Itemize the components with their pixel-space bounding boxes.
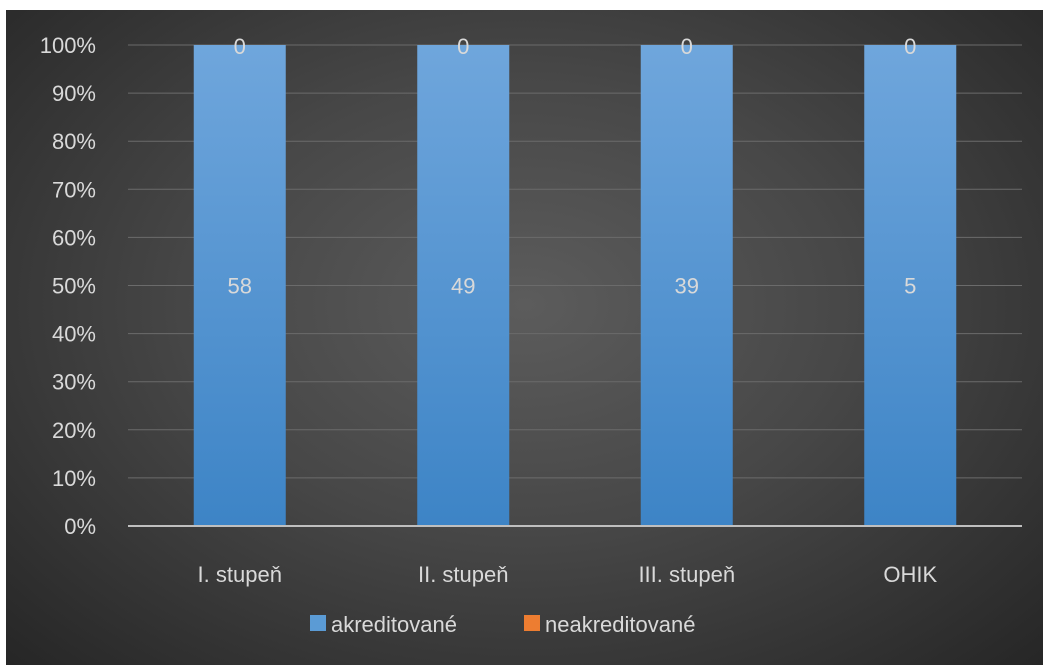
y-tick-label: 50% [52, 274, 96, 299]
bar-akreditovane [864, 45, 957, 526]
y-tick-label: 40% [52, 322, 96, 347]
x-axis-categories: I. stupeň II. stupeň III. stupeň OHIK [198, 562, 938, 587]
y-tick-label: 0% [64, 514, 96, 539]
bar-akreditovane [640, 45, 733, 526]
chart-svg: 0% 10% 20% 30% 40% 50% 60% 70% 80% 90% 100% I. stu… [40, 33, 1022, 637]
y-axis-ticks: 0% 10% 20% 30% 40% 50% 60% 70% 80% 90% 100% [40, 33, 96, 539]
data-label: 5 [904, 274, 916, 299]
y-tick-label: 100% [40, 33, 96, 58]
data-labels: 58 0 49 0 39 0 5 0 [228, 34, 917, 299]
bar-akreditovane [193, 45, 286, 526]
x-tick-label: OHIK [883, 562, 937, 587]
data-label: 49 [451, 274, 475, 299]
data-label: 58 [228, 274, 252, 299]
legend-swatch [310, 615, 326, 631]
legend-label: neakreditované [545, 612, 695, 637]
x-tick-label: III. stupeň [638, 562, 735, 587]
y-tick-label: 70% [52, 177, 96, 202]
bars-group [193, 45, 957, 526]
y-tick-label: 10% [52, 466, 96, 491]
chart-area: 0% 10% 20% 30% 40% 50% 60% 70% 80% 90% 100% I. stu… [6, 10, 1043, 665]
data-label: 0 [234, 34, 246, 59]
legend-swatch [524, 615, 540, 631]
y-tick-label: 30% [52, 370, 96, 395]
legend: akreditované neakreditované [310, 612, 695, 637]
y-tick-label: 90% [52, 81, 96, 106]
y-tick-label: 20% [52, 418, 96, 443]
y-tick-label: 80% [52, 129, 96, 154]
data-label: 0 [904, 34, 916, 59]
data-label: 0 [681, 34, 693, 59]
data-label: 0 [457, 34, 469, 59]
legend-label: akreditované [331, 612, 457, 637]
x-tick-label: II. stupeň [418, 562, 509, 587]
data-label: 39 [675, 274, 699, 299]
bar-akreditovane [417, 45, 510, 526]
y-tick-label: 60% [52, 225, 96, 250]
x-tick-label: I. stupeň [198, 562, 282, 587]
